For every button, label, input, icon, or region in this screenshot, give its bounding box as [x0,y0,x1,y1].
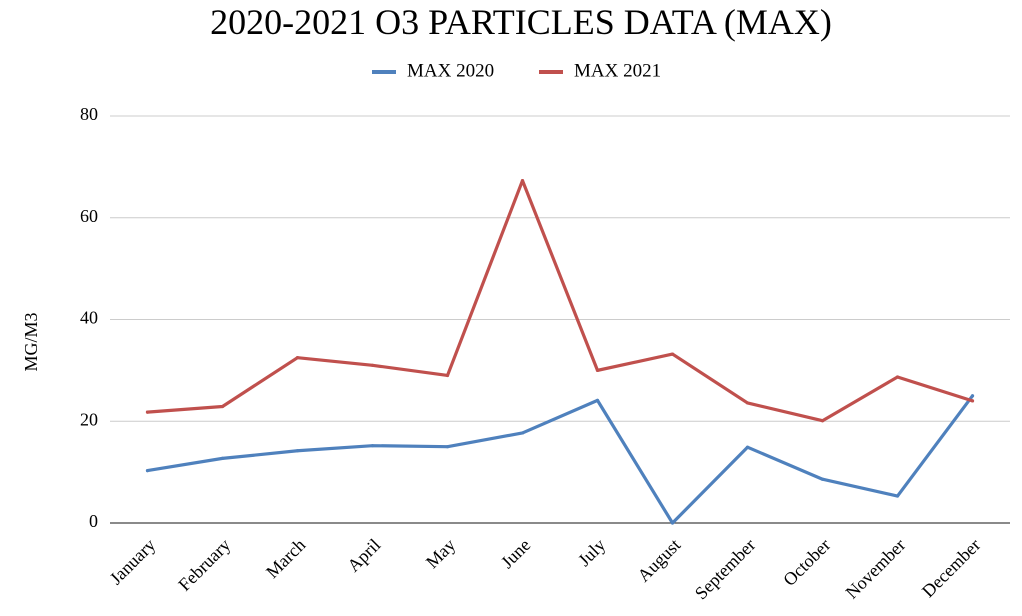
data-point [745,401,750,405]
y-tick-label: 80 [80,104,98,124]
x-tick-label: July [574,535,609,570]
data-point [445,373,450,378]
y-axis-title: MG/M3 [21,312,41,371]
data-point [670,521,675,525]
x-tick-label: September [691,535,760,604]
y-tick-label: 0 [89,511,98,531]
data-point [970,394,975,398]
series-line [145,179,975,423]
data-point [220,404,225,409]
data-point [145,468,150,473]
x-tick-label: March [262,535,309,582]
x-tick-label: February [174,535,234,595]
data-point [295,356,300,360]
series-line [145,394,975,525]
series-1 [145,394,975,525]
data-point [895,494,900,498]
data-point [370,363,375,367]
series-lines [145,179,975,525]
chart-title: 2020-2021 O3 PARTICLES DATA (MAX) [210,2,832,42]
y-tick-label: 60 [80,206,98,226]
x-tick-label: January [106,535,160,589]
data-point [745,445,750,449]
legend: MAX 2020 MAX 2021 [372,60,661,81]
legend-label: MAX 2020 [407,60,494,81]
series-2 [145,179,975,423]
data-point [670,352,675,356]
data-point [970,399,975,403]
data-point [370,444,375,448]
data-point [520,431,525,435]
x-tick-label: May [422,535,459,572]
legend-label: MAX 2021 [574,60,661,81]
data-point [820,419,825,423]
x-tick-label: June [497,535,534,572]
x-tick-label: October [779,535,834,590]
data-point [295,449,300,453]
x-tick-label: December [918,535,984,601]
data-point [445,445,450,449]
x-axis-ticks: January February March April May June July Augu… [106,535,985,604]
y-tick-label: 20 [80,409,98,429]
data-point [595,368,600,372]
data-point [145,410,150,414]
data-point [895,375,900,379]
data-point [520,179,525,183]
data-point [820,477,825,481]
y-tick-label: 40 [80,308,98,328]
x-tick-label: April [343,535,384,576]
x-tick-label: August [633,535,684,586]
data-point [220,456,225,460]
gridlines [110,115,1010,524]
y-axis-ticks: 0 20 40 60 80 [80,104,98,531]
data-point [595,398,600,402]
x-tick-label: November [842,535,910,603]
